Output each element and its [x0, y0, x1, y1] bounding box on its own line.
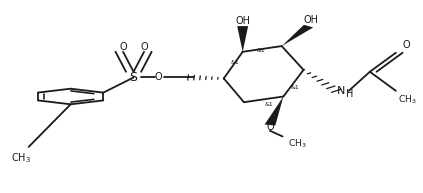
Text: OH: OH: [235, 16, 250, 26]
Text: O: O: [119, 42, 127, 52]
Text: O: O: [140, 42, 148, 52]
Text: N: N: [337, 86, 346, 96]
Text: H: H: [346, 89, 353, 99]
Text: OH: OH: [303, 15, 318, 25]
Text: &1: &1: [265, 102, 274, 107]
Text: &1: &1: [291, 85, 299, 91]
Text: CH$_3$: CH$_3$: [288, 138, 306, 151]
Text: &1: &1: [256, 48, 265, 53]
Text: &1: &1: [231, 60, 239, 65]
Polygon shape: [282, 25, 313, 46]
Text: O: O: [155, 73, 162, 82]
Text: O: O: [266, 122, 274, 132]
Text: S: S: [129, 71, 137, 84]
Text: CH$_3$: CH$_3$: [11, 152, 31, 165]
Text: O: O: [402, 40, 410, 50]
Text: CH$_3$: CH$_3$: [398, 94, 417, 106]
Polygon shape: [265, 96, 283, 126]
Polygon shape: [237, 26, 248, 52]
